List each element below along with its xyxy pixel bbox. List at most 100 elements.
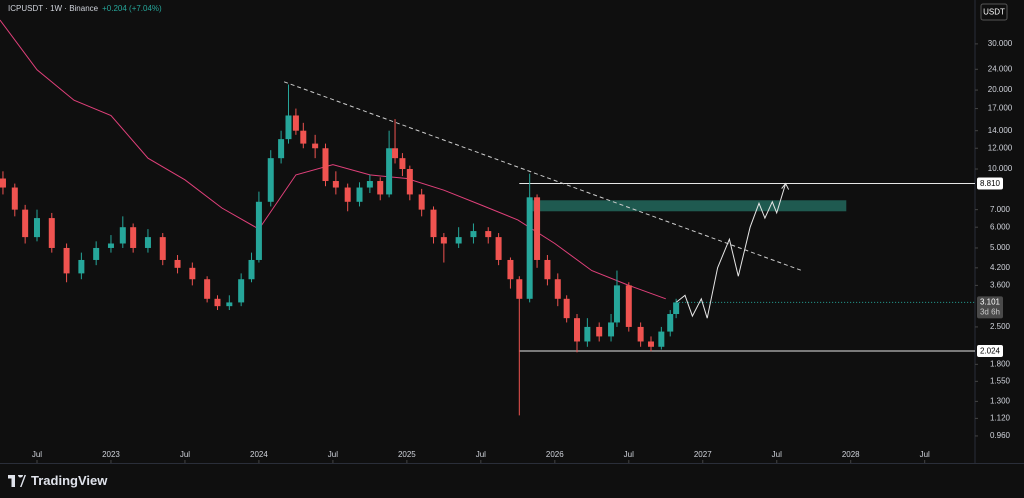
- candle-body: [356, 187, 363, 202]
- candle-body: [563, 298, 570, 319]
- candle-body: [78, 259, 85, 274]
- logo: [8, 474, 26, 487]
- candle-body: [344, 187, 351, 202]
- x-tick-label: Jul: [476, 450, 486, 459]
- candle-body: [544, 259, 551, 280]
- candle-body: [673, 302, 680, 315]
- price-change: +0.204 (+7.04%): [102, 4, 162, 13]
- candle-body: [470, 231, 477, 238]
- level-label: 2.024: [980, 347, 1001, 356]
- candle-body: [507, 259, 514, 280]
- x-tick-label: 2028: [842, 450, 860, 459]
- candle-body: [366, 181, 373, 188]
- candle-body: [0, 178, 6, 188]
- candle-body: [204, 279, 211, 299]
- x-tick-label: Jul: [180, 450, 190, 459]
- y-tick-label: 7.000: [990, 205, 1011, 214]
- y-tick-label: 24.000: [988, 64, 1013, 73]
- y-tick-label: 14.000: [988, 126, 1013, 135]
- candle-body: [144, 237, 151, 248]
- candle-body: [130, 227, 137, 248]
- symbol: ICPUSDT · 1W · Binance: [8, 4, 99, 13]
- candle-body: [406, 169, 413, 195]
- candle-body: [226, 302, 233, 307]
- y-tick-label: 1.300: [990, 397, 1011, 406]
- x-tick-label: 2025: [398, 450, 416, 459]
- y-tick-label: 1.120: [990, 413, 1011, 422]
- y-tick-label: 12.000: [988, 143, 1013, 152]
- plot: [0, 19, 975, 416]
- x-tick-label: 2026: [546, 450, 564, 459]
- candle-body: [107, 243, 114, 248]
- y-tick-label: 20.000: [988, 85, 1013, 94]
- candle-body: [430, 209, 437, 238]
- brand[interactable]: TradingView: [8, 473, 107, 488]
- candle-body: [647, 341, 654, 347]
- candle-body: [267, 158, 274, 202]
- candle-body: [526, 197, 533, 299]
- level-tag: [977, 177, 1003, 190]
- candle-body: [285, 115, 292, 140]
- last-price-tag: [977, 296, 1003, 319]
- x-tick-label: 2024: [250, 450, 268, 459]
- candle-body: [440, 237, 447, 244]
- candle-body: [248, 259, 255, 280]
- footer: TradingView: [0, 463, 1024, 498]
- candle-body: [174, 259, 181, 268]
- candle-body: [11, 187, 18, 210]
- y-tick-label: 0.960: [990, 431, 1011, 440]
- y-tick-label: 17.000: [988, 104, 1013, 113]
- candle-body: [159, 237, 166, 260]
- candle-body: [584, 326, 591, 342]
- candle-body: [534, 197, 541, 260]
- projection-path: [675, 183, 787, 319]
- y-tick-label: 30.000: [988, 39, 1013, 48]
- candle-body: [495, 237, 502, 260]
- y-tick-label: 5.000: [990, 243, 1011, 252]
- moving-average: [0, 19, 666, 300]
- y-tick-label: 6.000: [990, 222, 1011, 231]
- candle-body: [613, 285, 620, 323]
- candle-body: [574, 318, 581, 342]
- x-tick-label: Jul: [32, 450, 42, 459]
- candle-body: [596, 326, 603, 337]
- projection-arrowhead: [781, 182, 790, 190]
- x-tick-label: Jul: [624, 450, 634, 459]
- level-label: 8.810: [980, 179, 1001, 188]
- candle-body: [22, 209, 29, 238]
- candle-body: [214, 298, 221, 307]
- last-price-label: 3.101: [980, 297, 1001, 306]
- currency-button[interactable]: [980, 3, 1008, 21]
- candle-body: [637, 326, 644, 342]
- candle-body: [392, 148, 399, 159]
- candle-body: [608, 322, 615, 337]
- candle-body: [399, 158, 406, 170]
- x-tick-label: 2027: [694, 450, 712, 459]
- y-tick-label: 1.800: [990, 359, 1011, 368]
- level-tag: [977, 344, 1003, 357]
- chart: ICPUSDT · 1W · Binance +0.204 (+7.04%) U…: [0, 0, 1013, 463]
- currency[interactable]: USDT: [983, 8, 1005, 17]
- trendline: [283, 81, 803, 272]
- candle-body: [554, 279, 561, 299]
- candle-body: [33, 218, 40, 238]
- candle-body: [278, 139, 285, 159]
- x-tick-label: Jul: [328, 450, 338, 459]
- candle-body: [63, 247, 70, 274]
- candle-body: [658, 331, 665, 347]
- candle-body: [322, 148, 329, 182]
- x-tick-label: Jul: [772, 450, 782, 459]
- y-tick-label: 10.000: [988, 164, 1013, 173]
- candle-body: [48, 218, 55, 248]
- candle-body: [189, 267, 196, 280]
- candle-body: [377, 181, 384, 195]
- candle-body: [667, 314, 674, 332]
- supply-zone: [532, 200, 847, 212]
- candle-body: [418, 194, 425, 210]
- candle-body: [93, 247, 100, 260]
- x-tick-label: 2023: [102, 450, 120, 459]
- candle-body: [332, 181, 339, 188]
- y-tick-label: 4.200: [990, 263, 1011, 272]
- candle-body: [238, 279, 245, 303]
